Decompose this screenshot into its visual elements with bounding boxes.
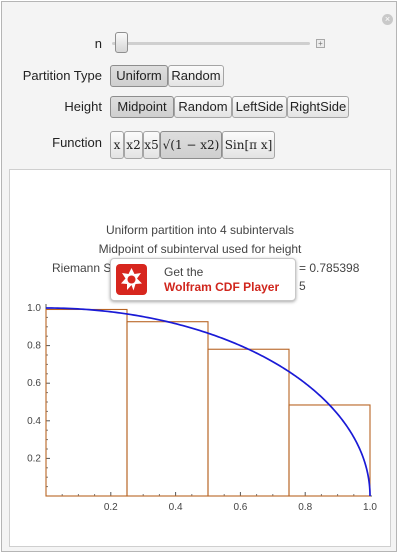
partition-type-label: Partition Type: [22, 68, 102, 83]
x-tick-label: 0.6: [233, 502, 247, 513]
x-tick-label: 0.2: [104, 502, 118, 513]
function-sin-text: Sin[π x]: [224, 138, 273, 152]
y-tick-label: 0.2: [27, 453, 41, 464]
riemann-plot: 0.2 0.4 0.6 0.8 1.0 0.2 0.4 0.6 0.8 1.0: [27, 303, 377, 513]
badge-text-get: Get the: [164, 265, 204, 279]
riemann-rectangle: [207, 348, 290, 497]
output-pane: Uniform partition into 4 subintervals Mi…: [9, 169, 391, 547]
cdf-player-badge[interactable]: Get the Wolfram CDF Player: [110, 258, 296, 301]
n-label: n: [94, 36, 102, 51]
function-label: Function: [52, 135, 102, 150]
n-slider-thumb[interactable]: [115, 32, 128, 53]
height-midpoint-button[interactable]: Midpoint: [110, 96, 174, 118]
output-height-text: Midpoint of subinterval used for height: [98, 242, 302, 256]
function-x-button[interactable]: x: [110, 131, 124, 159]
y-tick-label: 0.6: [27, 378, 41, 389]
y-tick-label: 1.0: [27, 303, 41, 314]
partition-uniform-button[interactable]: Uniform: [110, 65, 168, 87]
function-x-text: x: [113, 138, 121, 152]
x-tick-label: 0.8: [298, 502, 312, 513]
function-curve: [45, 307, 371, 496]
function-sqrt-text: √(1 − x2): [162, 138, 220, 152]
function-x2-text: x2: [126, 138, 141, 152]
function-sin-button[interactable]: Sin[π x]: [222, 131, 275, 159]
x-tick-label: 1.0: [363, 502, 377, 513]
partition-random-button[interactable]: Random: [168, 65, 224, 87]
riemann-rectangle: [45, 308, 128, 497]
slider-expand-icon[interactable]: +: [316, 39, 325, 48]
height-rightside-button[interactable]: RightSide: [287, 96, 349, 118]
riemann-sum-value: = 0.785398: [299, 261, 360, 275]
height-random-button[interactable]: Random: [174, 96, 232, 118]
function-x2-button[interactable]: x2: [124, 131, 143, 159]
y-tick-label: 0.8: [27, 341, 41, 352]
height-label: Height: [64, 99, 102, 114]
n-slider-track[interactable]: [112, 42, 310, 45]
function-x5-text: x5: [144, 138, 159, 152]
riemann-rectangle: [126, 321, 209, 497]
output-partition-text: Uniform partition into 4 subintervals: [105, 223, 295, 237]
function-sqrt-button[interactable]: √(1 − x2): [160, 131, 222, 159]
riemann-rectangle: [288, 404, 371, 497]
riemann-sum-label: Riemann S: [52, 261, 112, 275]
x-tick-label: 0.4: [169, 502, 183, 513]
wolfram-logo-icon: [116, 264, 147, 295]
output-partial-text: 5: [299, 279, 306, 293]
badge-text-player: Wolfram CDF Player: [164, 280, 280, 294]
y-tick-label: 0.4: [27, 416, 41, 427]
height-leftside-button[interactable]: LeftSide: [232, 96, 287, 118]
close-icon[interactable]: ×: [382, 14, 393, 25]
function-x5-button[interactable]: x5: [143, 131, 160, 159]
